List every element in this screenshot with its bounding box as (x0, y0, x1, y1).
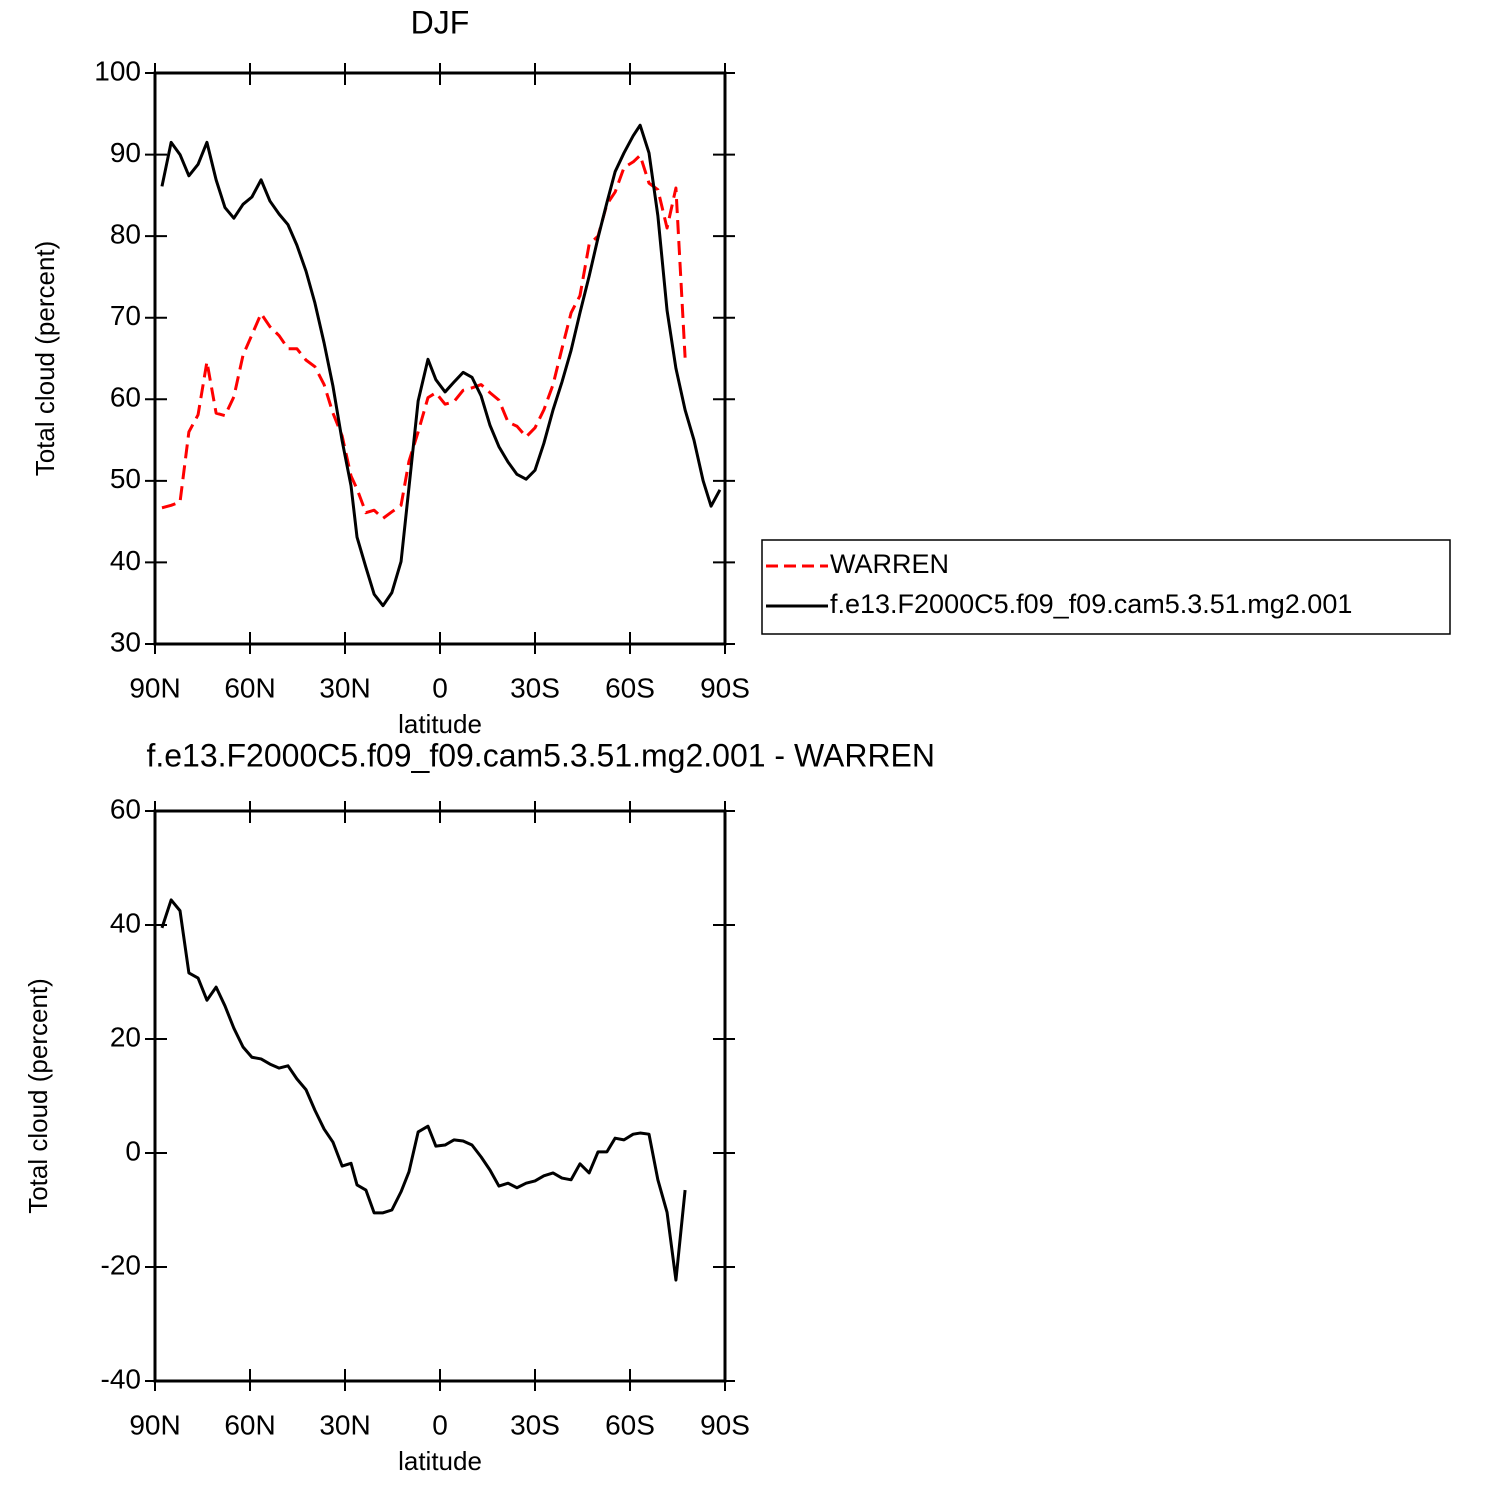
chart-title: f.e13.F2000C5.f09_f09.cam5.3.51.mg2.001 … (146, 737, 935, 773)
x-tick-label: 90S (700, 672, 750, 703)
x-tick-label: 90N (129, 672, 180, 703)
y-tick-label: 0 (125, 1135, 141, 1166)
plot-frame (153, 809, 727, 1383)
y-tick-label: 70 (110, 300, 141, 331)
x-tick-label: 30S (510, 672, 560, 703)
y-tick-label: -20 (101, 1249, 141, 1280)
x-tick-label: 60S (605, 1409, 655, 1440)
legend-box (761, 539, 1451, 635)
data-line (160, 898, 687, 1282)
y-tick-label: 40 (110, 545, 141, 576)
legend-label: f.e13.F2000C5.f09_f09.cam5.3.51.mg2.001 (830, 589, 1352, 619)
y-tick-label: 90 (110, 137, 141, 168)
x-axis-label: latitude (398, 709, 482, 739)
x-tick-label: 0 (432, 672, 448, 703)
y-axis-label: Total cloud (percent) (23, 978, 53, 1214)
x-tick-label: 30N (319, 672, 370, 703)
y-tick-label: 20 (110, 1021, 141, 1052)
data-line (160, 123, 722, 608)
x-tick-label: 0 (432, 1409, 448, 1440)
y-tick-label: 40 (110, 907, 141, 938)
x-tick-label: 60S (605, 672, 655, 703)
chart-title: DJF (411, 4, 470, 40)
y-tick-label: 100 (94, 55, 141, 86)
legend-label: WARREN (830, 549, 949, 579)
x-tick-label: 60N (224, 1409, 275, 1440)
y-tick-label: 30 (110, 626, 141, 657)
x-axis-label: latitude (398, 1446, 482, 1476)
y-axis-label: Total cloud (percent) (30, 241, 60, 477)
y-tick-label: -40 (101, 1363, 141, 1394)
plot-frame (153, 71, 727, 646)
y-tick-label: 60 (110, 382, 141, 413)
x-tick-label: 90S (700, 1409, 750, 1440)
x-tick-label: 90N (129, 1409, 180, 1440)
y-tick-label: 80 (110, 219, 141, 250)
y-tick-label: 50 (110, 463, 141, 494)
x-tick-label: 30N (319, 1409, 370, 1440)
y-tick-label: 60 (110, 793, 141, 824)
x-tick-label: 30S (510, 1409, 560, 1440)
x-tick-label: 60N (224, 672, 275, 703)
